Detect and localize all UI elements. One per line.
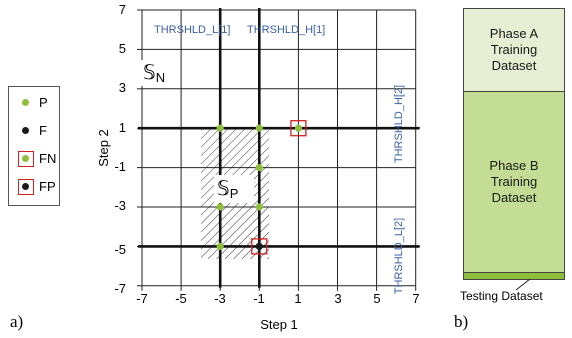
data-points: [216, 120, 307, 255]
legend-item-fn: FN: [9, 149, 61, 171]
y-tick-label: -5: [114, 242, 126, 257]
x-tick-label: 1: [294, 291, 301, 306]
point-fn: [294, 124, 302, 132]
y-tick-label: 5: [119, 41, 126, 56]
x-tick-label: -7: [136, 291, 148, 306]
thrshld-h2-label: THRSHLD_H[2]: [393, 85, 405, 163]
testing-dataset-label: Testing Dataset: [460, 289, 543, 303]
panel-b-label: b): [454, 312, 469, 331]
point-p: [255, 124, 263, 132]
legend-label: P: [39, 95, 48, 110]
set-p-label: 𝕊P: [217, 178, 238, 201]
point-p: [255, 164, 263, 172]
testing-callout: [515, 278, 531, 291]
point-fp: [255, 242, 263, 250]
legend-label: FP: [39, 179, 56, 194]
false-positive-box: [251, 238, 268, 255]
x-tick-label: -5: [175, 291, 187, 306]
false-negative-box: [290, 120, 307, 137]
point-p: [216, 124, 224, 132]
thrshld-l2-label: THRSHLD_L[2]: [393, 218, 405, 294]
y-tick-label: -3: [114, 198, 126, 213]
grid-lines: [137, 9, 417, 291]
set-n-label: 𝕊N: [143, 62, 165, 85]
phase-b-block: Phase B Training Dataset: [463, 91, 565, 272]
threshold-lines: [138, 8, 420, 288]
testing-block: [463, 272, 565, 280]
panel-a-label: a): [10, 312, 24, 331]
phase-a-block: Phase A Training Dataset: [463, 8, 565, 91]
pass-point-icon: [22, 99, 29, 106]
x-tick-label: -1: [253, 291, 265, 306]
thrshld-l1-label: THRSHLD_L[1]: [154, 24, 230, 36]
x-tick-label: 7: [412, 291, 419, 306]
y-tick-label: 1: [119, 120, 126, 135]
y-tick-label: 3: [119, 80, 126, 95]
y-tick-label: 7: [119, 2, 126, 17]
x-tick-label: 3: [334, 291, 341, 306]
point-p: [216, 203, 224, 211]
legend-label: FN: [39, 151, 57, 166]
y-tick-label: -1: [114, 159, 126, 174]
point-p: [255, 203, 263, 211]
y-tick-labels: 7 5 3 1 -1 -3 -5 -7: [114, 2, 126, 296]
false-positive-icon: [22, 183, 29, 190]
legend-item-fp: FP: [9, 177, 61, 199]
thrshld-h1-label: THRSHLD_H[1]: [247, 24, 325, 36]
y-axis-label: Step 2: [96, 129, 111, 167]
y-tick-label: -7: [114, 281, 126, 296]
false-negative-icon: [22, 155, 29, 162]
fail-point-icon: [22, 127, 29, 134]
point-p: [216, 242, 224, 250]
legend-item-p: P: [9, 93, 61, 115]
x-axis-label: Step 1: [260, 317, 298, 332]
legend-item-f: F: [9, 121, 61, 143]
legend-label: F: [39, 123, 47, 138]
x-tick-label: -3: [214, 291, 226, 306]
legend: P F FN FP: [8, 86, 60, 206]
x-tick-label: 5: [373, 291, 380, 306]
x-tick-labels: -7 -5 -3 -1 1 3 5 7: [136, 291, 419, 306]
